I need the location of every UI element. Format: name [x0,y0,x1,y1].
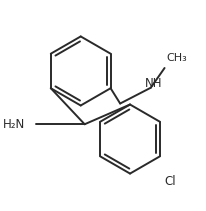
Text: NH: NH [145,77,163,90]
Text: CH₃: CH₃ [166,53,187,63]
Text: H₂N: H₂N [3,118,26,131]
Text: Cl: Cl [165,175,176,188]
